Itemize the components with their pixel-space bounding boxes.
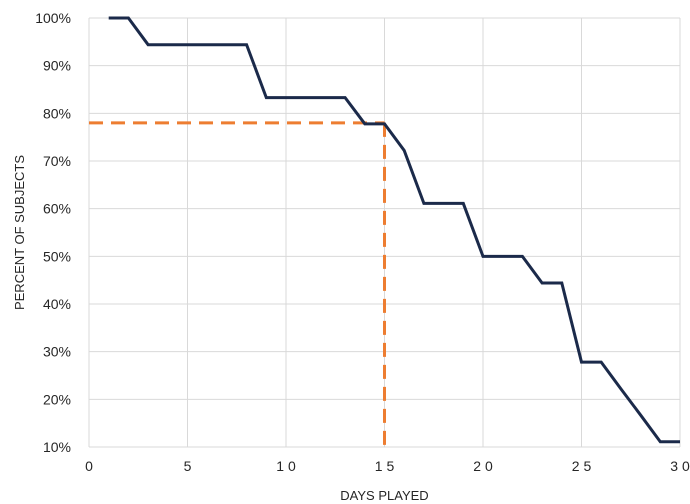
- x-tick-label: 2 0: [473, 458, 493, 474]
- series-layer: [108, 16, 680, 444]
- y-tick-label: 60%: [43, 201, 71, 217]
- x-tick-label: 1 0: [276, 458, 296, 474]
- y-tick-label: 80%: [43, 105, 71, 121]
- x-axis-title: DAYS PLAYED: [340, 488, 428, 503]
- x-tick-label: 0: [85, 458, 93, 474]
- x-tick-label: 5: [184, 458, 192, 474]
- x-tick-label: 1 5: [375, 458, 395, 474]
- y-axis-title: PERCENT OF SUBJECTS: [12, 155, 27, 310]
- grid-layer: [88, 17, 681, 448]
- x-tick-label: 3 0: [670, 458, 690, 474]
- y-tick-label: 50%: [43, 248, 71, 264]
- y-tick-label: 20%: [43, 391, 71, 407]
- y-tick-label: 100%: [35, 10, 71, 26]
- y-tick-label: 30%: [43, 344, 71, 360]
- y-tick-label: 40%: [43, 296, 71, 312]
- y-tick-label: 90%: [43, 58, 71, 74]
- y-tick-label: 70%: [43, 153, 71, 169]
- y-tick-label: 10%: [43, 439, 71, 455]
- annotation-layer: [89, 121, 386, 447]
- x-tick-label: 2 5: [572, 458, 592, 474]
- series-line: [108, 16, 680, 444]
